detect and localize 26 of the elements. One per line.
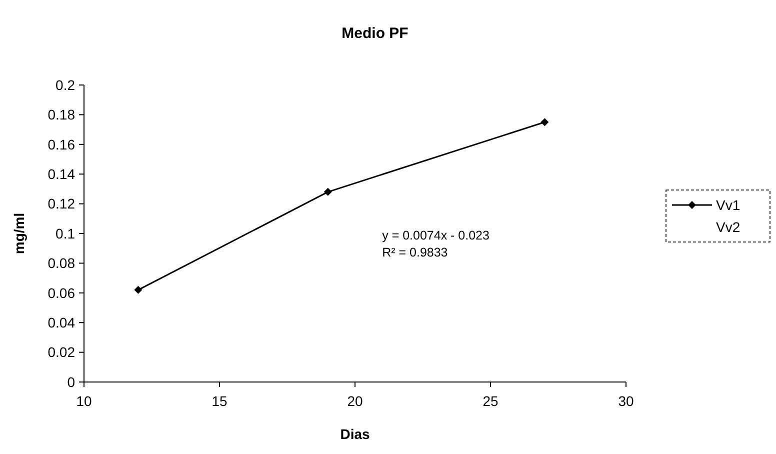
point — [324, 188, 332, 196]
y-tick-label: 0.2 — [56, 76, 76, 93]
y-tick-label: 0.04 — [48, 314, 76, 330]
x-axis-title: Dias — [340, 426, 370, 442]
x-tick-label: 20 — [347, 393, 363, 409]
y-tick-label: 0.08 — [48, 255, 76, 272]
annotation: R² = 0.9833 — [382, 245, 448, 260]
chart-title: Medio PF — [342, 25, 408, 42]
y-tick-label: 0.12 — [48, 196, 76, 212]
y-tick-label: 0.1 — [56, 225, 76, 242]
point — [540, 118, 549, 126]
y-tick-label: 0.18 — [48, 106, 76, 123]
x-tick-label: 15 — [212, 393, 228, 409]
legend-label: Vv1 — [716, 196, 740, 213]
y-tick-label: 0.06 — [48, 284, 76, 301]
y-tick-label: 0 — [67, 374, 76, 390]
y-tick-label: 0.14 — [48, 166, 76, 182]
y-tick-label: 0.02 — [48, 344, 76, 360]
annotation: y = 0.0074x - 0.023 — [382, 228, 490, 242]
y-tick-label: 0.16 — [48, 136, 76, 152]
x-tick-label: 25 — [482, 393, 498, 409]
text: Vv2 — [716, 218, 740, 235]
x-tick-label: 10 — [76, 393, 92, 409]
y-axis-title: mg/ml — [11, 212, 27, 254]
point — [134, 286, 142, 294]
x-tick-label: 30 — [618, 393, 634, 409]
